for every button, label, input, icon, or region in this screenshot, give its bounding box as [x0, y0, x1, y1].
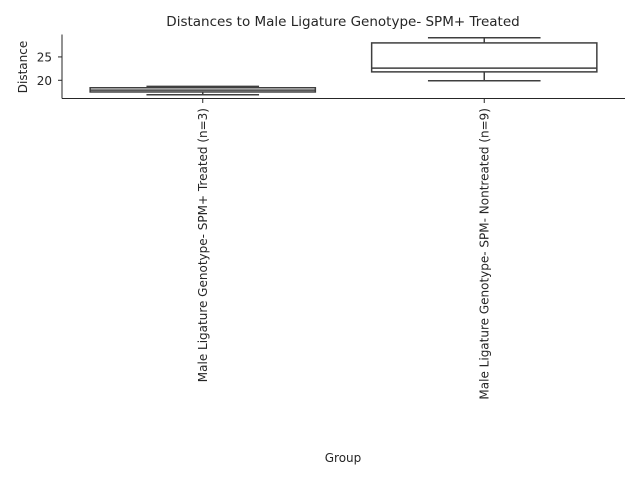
y-tick-label: 25 [37, 50, 52, 64]
chart-title: Distances to Male Ligature Genotype- SPM… [166, 14, 519, 30]
y-tick-label: 20 [37, 74, 52, 88]
x-axis-label: Group [325, 451, 362, 465]
y-axis-label: Distance [16, 41, 30, 93]
box [370, 42, 598, 73]
x-tick-label: Male Ligature Genotype- SPM+ Treated (n=… [196, 108, 210, 382]
x-tick-label: Male Ligature Genotype- SPM- Nontreated … [477, 108, 491, 400]
